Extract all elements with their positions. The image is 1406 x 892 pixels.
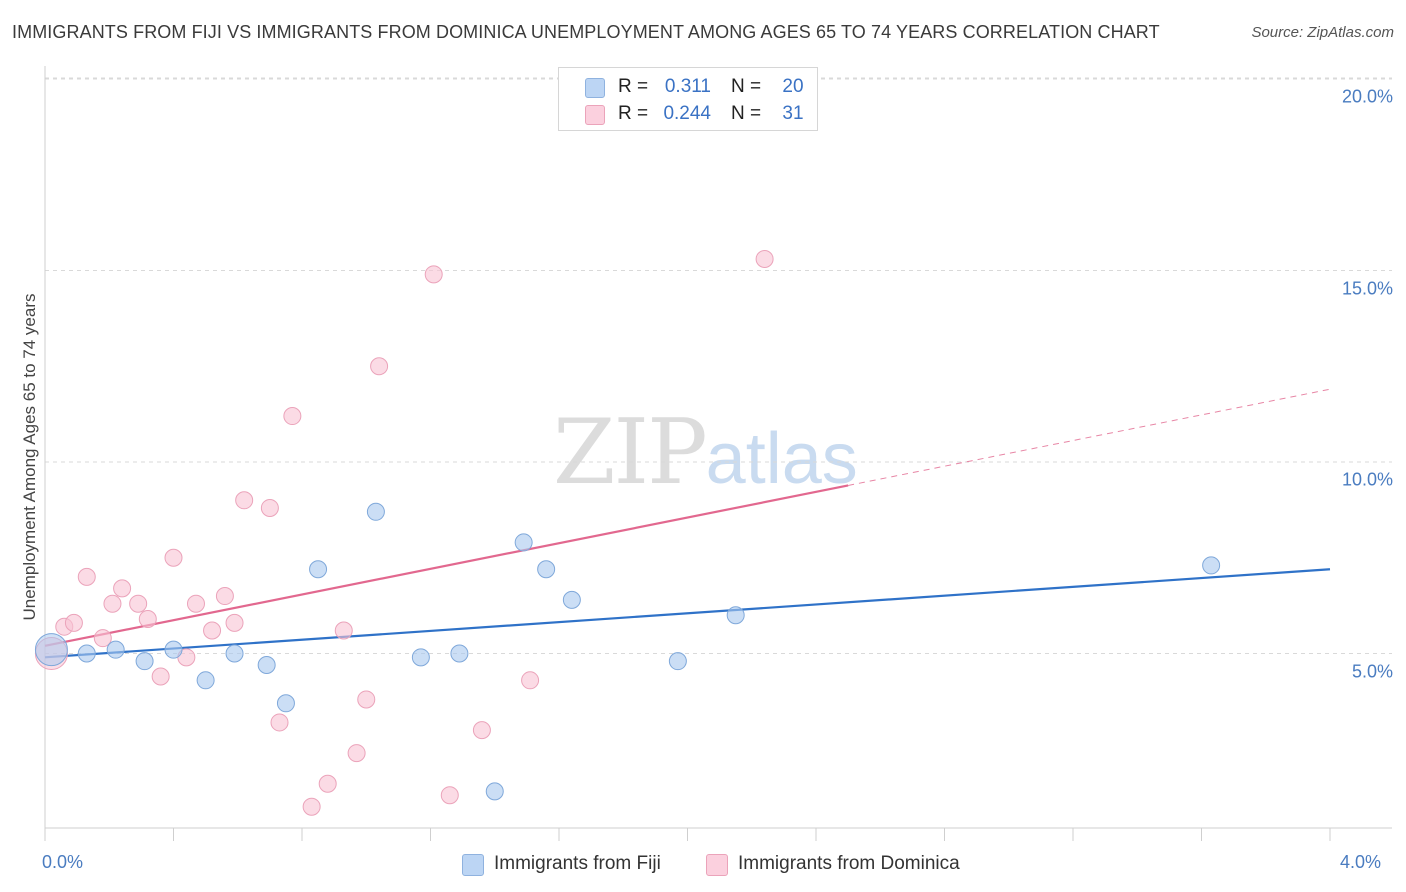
dominica-point bbox=[64, 613, 83, 632]
dominica-point bbox=[103, 594, 122, 613]
dominica-point bbox=[302, 797, 321, 816]
fiji-point bbox=[196, 671, 215, 690]
dominica-point bbox=[203, 621, 222, 640]
dominica-point bbox=[270, 713, 289, 732]
legend-n-label: N = bbox=[731, 76, 762, 97]
chart-title: IMMIGRANTS FROM FIJI VS IMMIGRANTS FROM … bbox=[12, 22, 1160, 42]
dominica-point bbox=[93, 629, 112, 648]
fiji-point bbox=[485, 782, 504, 801]
dominica-point bbox=[164, 548, 183, 567]
legend-r-label: R = bbox=[618, 103, 649, 124]
dominica-point bbox=[521, 671, 540, 690]
dominica-point bbox=[424, 265, 443, 284]
legend-r-label: R = bbox=[618, 76, 649, 97]
fiji-point bbox=[34, 633, 68, 667]
fiji-point bbox=[164, 640, 183, 659]
fiji-point bbox=[1202, 556, 1221, 575]
fiji-point bbox=[411, 648, 430, 667]
correlation-legend: R = 0.311 N = 20 R = 0.244 N = 31 bbox=[558, 67, 818, 131]
fiji-point bbox=[257, 655, 276, 674]
fiji-point bbox=[668, 652, 687, 671]
dominica-point bbox=[260, 498, 279, 517]
source-label: Source: ZipAtlas.com bbox=[1251, 24, 1394, 41]
dominica-point bbox=[225, 613, 244, 632]
legend-label-dominica: Immigrants from Dominica bbox=[738, 853, 960, 874]
dominica-point bbox=[186, 594, 205, 613]
dominica-point bbox=[472, 721, 491, 740]
dominica-point bbox=[235, 491, 254, 510]
fiji-point bbox=[309, 560, 328, 579]
dominica-point bbox=[151, 667, 170, 686]
legend-swatch-dominica bbox=[585, 105, 605, 125]
trend-line-extension-1 bbox=[848, 388, 1331, 486]
watermark-atlas: atlas bbox=[705, 419, 858, 499]
legend-swatch-dominica bbox=[706, 854, 728, 876]
legend-r-value-dominica: 0.244 bbox=[663, 103, 711, 124]
fiji-point bbox=[366, 502, 385, 521]
legend-r-value-fiji: 0.311 bbox=[664, 76, 711, 97]
dominica-point bbox=[370, 357, 389, 376]
dominica-point bbox=[755, 250, 774, 269]
fiji-point bbox=[106, 640, 125, 659]
fiji-point bbox=[135, 652, 154, 671]
dominica-point bbox=[334, 621, 353, 640]
fiji-point bbox=[225, 644, 244, 663]
dominica-point bbox=[357, 690, 376, 709]
y-tick-label: 10.0% bbox=[1341, 469, 1393, 490]
fiji-point bbox=[726, 606, 745, 625]
trend-line-1 bbox=[44, 484, 849, 647]
legend-n-value-dominica: 31 bbox=[782, 103, 804, 124]
watermark: ZIPatlas bbox=[553, 400, 858, 505]
dominica-point bbox=[215, 587, 234, 606]
dominica-point bbox=[77, 567, 96, 586]
dominica-point bbox=[138, 610, 157, 629]
legend-swatch-fiji bbox=[585, 78, 605, 98]
fiji-point bbox=[537, 560, 556, 579]
y-tick-label: 20.0% bbox=[1341, 86, 1393, 107]
dominica-point bbox=[283, 407, 302, 426]
legend-label-fiji: Immigrants from Fiji bbox=[494, 853, 661, 874]
y-tick-label: 15.0% bbox=[1341, 278, 1393, 298]
fiji-point bbox=[276, 694, 295, 713]
fiji-point bbox=[562, 590, 581, 609]
dominica-point bbox=[347, 744, 366, 763]
dominica-point bbox=[113, 579, 132, 598]
fiji-point bbox=[77, 644, 96, 663]
x-tick-max: 4.0% bbox=[1340, 852, 1382, 872]
legend-swatch-fiji bbox=[462, 854, 484, 876]
y-tick-label: 5.0% bbox=[1351, 661, 1393, 681]
dominica-point bbox=[440, 786, 459, 805]
dominica-point bbox=[318, 774, 337, 793]
watermark-zip: ZIP bbox=[553, 400, 708, 505]
legend-n-label: N = bbox=[731, 103, 762, 124]
x-tick-min: 0.0% bbox=[42, 852, 84, 872]
trend-line-0 bbox=[44, 568, 1331, 659]
fiji-point bbox=[514, 533, 533, 552]
dominica-point bbox=[129, 594, 148, 613]
fiji-point bbox=[450, 644, 469, 663]
legend-n-value-fiji: 20 bbox=[782, 76, 804, 97]
